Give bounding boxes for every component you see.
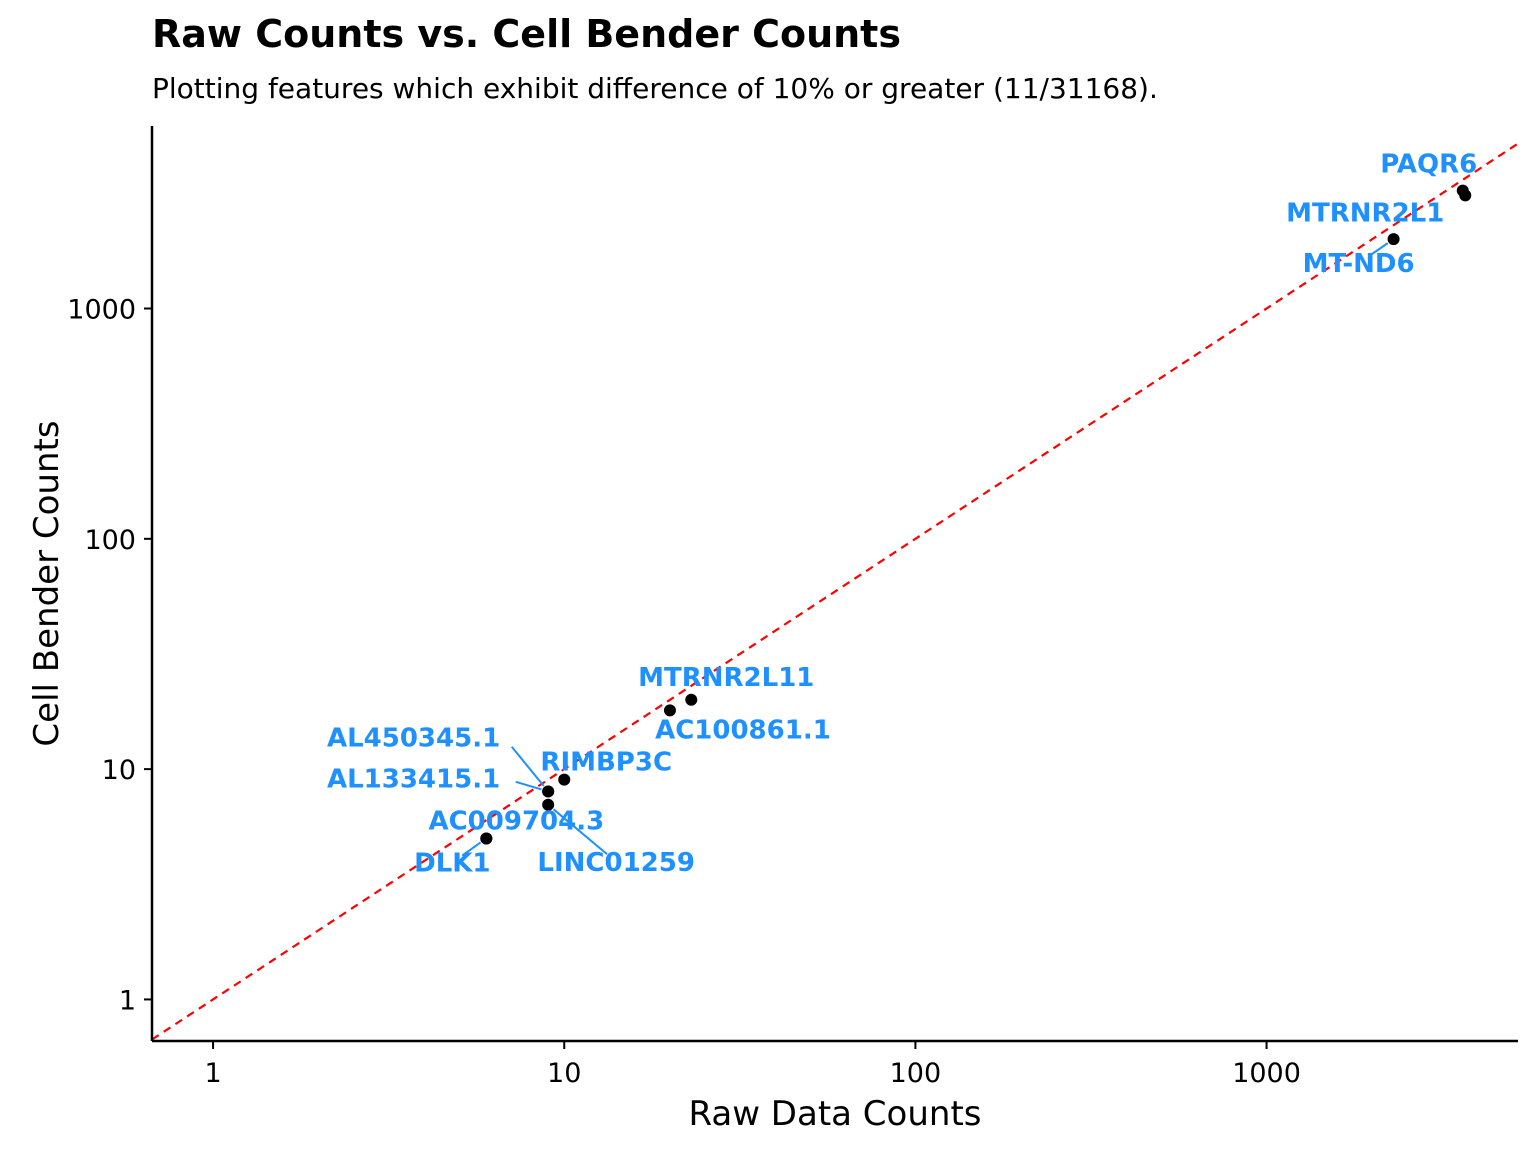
point-label: AL450345.1 bbox=[327, 723, 500, 753]
point-label: RIMBP3C bbox=[540, 748, 672, 778]
point-label: PAQR6 bbox=[1380, 150, 1477, 180]
y-tick-label: 1000 bbox=[67, 294, 136, 325]
y-tick-label: 1 bbox=[119, 985, 136, 1016]
label-leader-line bbox=[461, 841, 482, 857]
y-tick-label: 100 bbox=[84, 525, 136, 556]
label-leader-line bbox=[515, 780, 542, 791]
chart-title: Raw Counts vs. Cell Bender Counts bbox=[152, 12, 901, 56]
data-point bbox=[542, 785, 555, 798]
label-leader-line bbox=[510, 746, 545, 787]
point-label: AC100861.1 bbox=[655, 715, 831, 745]
point-label: AL133415.1 bbox=[327, 764, 500, 794]
axes bbox=[150, 126, 1518, 1043]
identity-reference-line bbox=[151, 142, 1519, 1041]
reference-line-layer bbox=[151, 142, 1519, 1041]
label-leader-line bbox=[552, 808, 608, 855]
data-point bbox=[1459, 189, 1472, 202]
data-point bbox=[542, 798, 555, 811]
x-tick-label: 1 bbox=[204, 1058, 221, 1089]
data-point bbox=[663, 704, 676, 717]
label-leader-lines bbox=[461, 242, 1389, 857]
x-tick-label: 10 bbox=[547, 1058, 581, 1089]
point-label: DLK1 bbox=[414, 848, 490, 878]
data-point bbox=[480, 832, 493, 845]
point-label: LINC01259 bbox=[537, 848, 695, 878]
point-label: MTRNR2L11 bbox=[638, 663, 814, 693]
point-label: MT-ND6 bbox=[1303, 249, 1415, 279]
data-point bbox=[558, 773, 571, 786]
y-axis-title: Cell Bender Counts bbox=[27, 420, 67, 746]
point-label: AC009704.3 bbox=[428, 806, 604, 836]
point-labels: PAQR6 MTRNR2L1 MT-ND6 MTRNR2L11 AC100861.1RI… bbox=[327, 150, 1477, 879]
data-point bbox=[685, 693, 698, 706]
x-axis-title: Raw Data Counts bbox=[688, 1094, 981, 1134]
point-label: MTRNR2L1 bbox=[1286, 198, 1444, 228]
data-points bbox=[480, 184, 1472, 845]
label-leader-line bbox=[1367, 242, 1389, 258]
x-tick-label: 100 bbox=[890, 1058, 942, 1089]
chart-subtitle: Plotting features which exhibit differen… bbox=[152, 72, 1158, 105]
data-point bbox=[1387, 233, 1400, 246]
y-tick-label: 10 bbox=[102, 755, 136, 786]
ticks: 1 10 100 1000 1 10 100 1000 bbox=[67, 294, 1301, 1089]
x-tick-label: 1000 bbox=[1232, 1058, 1301, 1089]
